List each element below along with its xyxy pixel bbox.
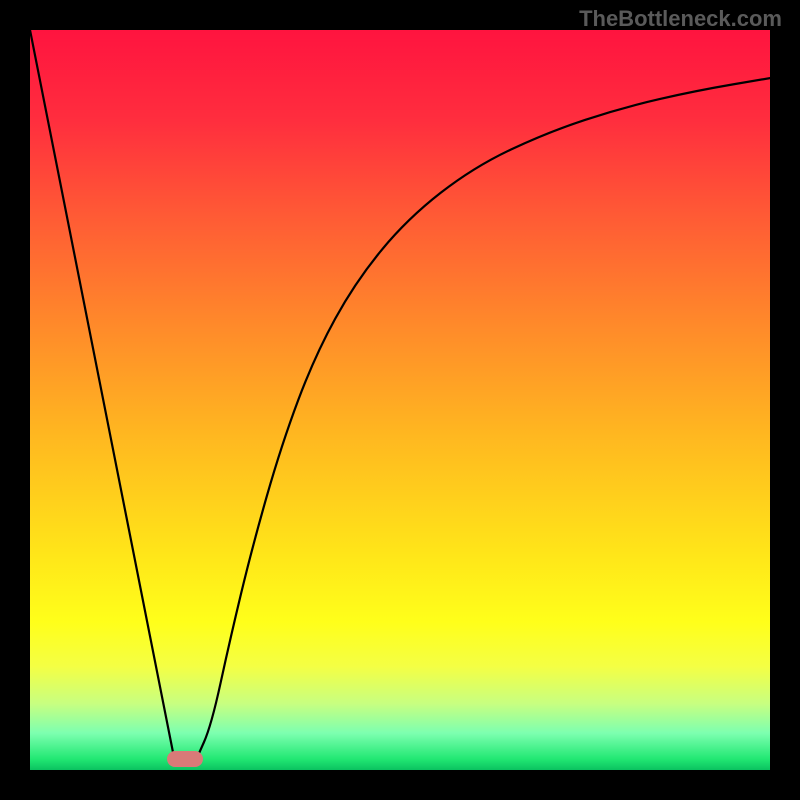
optimum-marker: [167, 751, 203, 767]
chart-curve: [30, 30, 770, 770]
watermark-label: TheBottleneck.com: [579, 6, 782, 32]
chart-plot-area: [30, 30, 770, 770]
